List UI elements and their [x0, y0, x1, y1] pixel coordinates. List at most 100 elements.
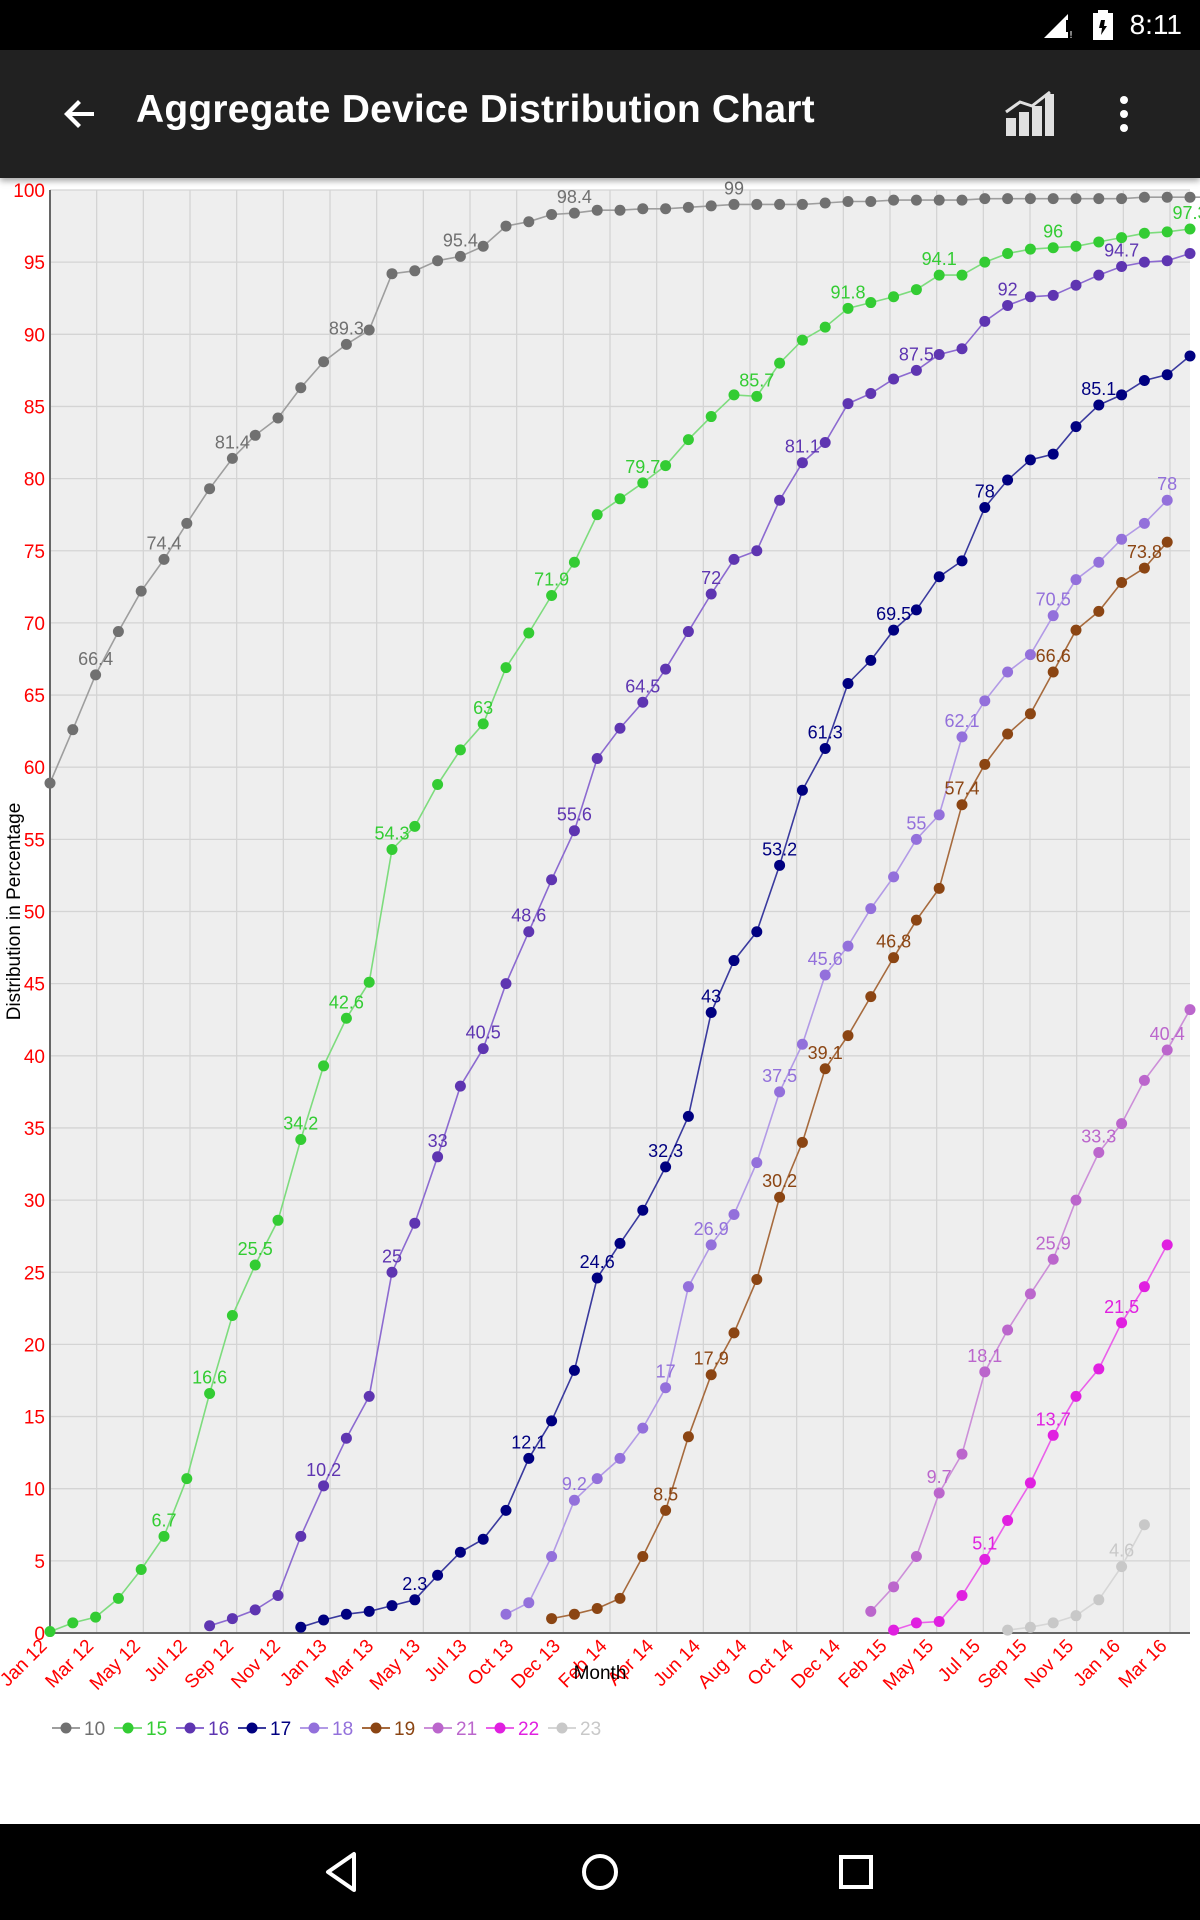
data-point-21 — [888, 1581, 900, 1593]
data-point-16 — [1070, 279, 1082, 291]
data-label-15: 79.7 — [625, 457, 660, 477]
chart-area: 0 5 10 15 20 25 30 35 40 45 50 55 60 65 70 75 80 85 90 95 10… — [0, 178, 1200, 1824]
data-point-15 — [1047, 242, 1059, 254]
data-label-19: 46.8 — [876, 932, 911, 952]
legend-label-17: 17 — [270, 1719, 291, 1740]
data-point-10 — [819, 197, 831, 209]
data-point-10 — [1002, 193, 1014, 205]
data-point-17 — [432, 1569, 444, 1581]
legend-marker-23 — [556, 1722, 568, 1734]
data-point-17 — [1024, 454, 1036, 466]
data-point-17 — [842, 678, 854, 690]
data-point-18 — [888, 871, 900, 883]
y-tick-label: 30 — [24, 1191, 45, 1212]
data-point-10 — [796, 198, 808, 210]
data-point-18 — [819, 969, 831, 981]
data-point-17 — [363, 1605, 375, 1617]
data-point-10 — [477, 240, 489, 252]
recents-square-icon[interactable] — [832, 1848, 880, 1896]
legend-label-23: 23 — [580, 1719, 601, 1740]
legend-label-18: 18 — [332, 1719, 353, 1740]
data-point-15 — [910, 284, 922, 296]
data-label-18: 70.5 — [1036, 590, 1071, 610]
data-point-22 — [1116, 1317, 1128, 1329]
back-arrow-icon[interactable] — [56, 90, 104, 138]
data-point-10 — [295, 382, 307, 394]
bar-chart-icon[interactable] — [1004, 90, 1056, 138]
data-point-22 — [956, 1589, 968, 1601]
data-point-16 — [751, 545, 763, 557]
legend-marker-17 — [246, 1722, 258, 1734]
data-point-18 — [1024, 649, 1036, 661]
data-point-21 — [1047, 1253, 1059, 1265]
data-point-19 — [819, 1063, 831, 1075]
data-label-16: 87.5 — [899, 344, 934, 364]
data-point-21 — [1024, 1288, 1036, 1300]
data-point-10 — [774, 198, 786, 210]
data-point-18 — [751, 1157, 763, 1169]
data-label-16: 48.6 — [511, 906, 546, 926]
data-point-10 — [682, 201, 694, 213]
data-point-15 — [90, 1611, 102, 1623]
data-point-10 — [1093, 193, 1105, 205]
x-tick-label: Aug 14 — [694, 1635, 752, 1693]
data-point-15 — [454, 744, 466, 756]
data-point-21 — [1002, 1324, 1014, 1336]
data-point-18 — [1093, 556, 1105, 568]
data-point-10 — [956, 194, 968, 206]
data-point-10 — [318, 356, 330, 368]
x-tick-label: Jan 13 — [276, 1636, 331, 1691]
data-point-23 — [1047, 1617, 1059, 1629]
data-label-19: 17.9 — [694, 1349, 729, 1369]
data-point-10 — [728, 198, 740, 210]
data-point-17 — [568, 1364, 580, 1376]
data-label-23: 4.6 — [1109, 1541, 1134, 1561]
data-point-21 — [1093, 1146, 1105, 1158]
data-label-19: 66.6 — [1036, 646, 1071, 666]
data-point-16 — [819, 437, 831, 449]
data-point-18 — [1116, 533, 1128, 545]
data-point-17 — [1047, 448, 1059, 460]
data-point-16 — [591, 753, 603, 765]
x-tick-label: Jan 16 — [1070, 1636, 1125, 1691]
data-point-19 — [1093, 605, 1105, 617]
data-point-10 — [865, 196, 877, 208]
data-point-17 — [728, 955, 740, 967]
data-point-16 — [888, 373, 900, 385]
data-point-15 — [249, 1259, 261, 1271]
data-label-16: 33 — [428, 1131, 448, 1151]
y-tick-label: 20 — [24, 1335, 45, 1356]
back-triangle-icon[interactable] — [320, 1848, 368, 1896]
data-label-17: 24.6 — [580, 1252, 615, 1272]
y-tick-label: 25 — [24, 1263, 45, 1284]
data-point-17 — [318, 1614, 330, 1626]
y-tick-label: 0 — [34, 1624, 45, 1645]
data-point-15 — [819, 321, 831, 333]
data-point-16 — [340, 1432, 352, 1444]
data-point-10 — [568, 207, 580, 219]
data-point-15 — [865, 297, 877, 309]
data-point-15 — [979, 256, 991, 268]
y-tick-label: 75 — [24, 542, 45, 563]
data-point-10 — [363, 324, 375, 336]
data-point-21 — [1184, 1004, 1196, 1016]
data-point-16 — [956, 343, 968, 355]
data-label-10: 66.4 — [78, 649, 113, 669]
home-circle-icon[interactable] — [576, 1848, 624, 1896]
data-point-19 — [888, 952, 900, 964]
data-point-18 — [705, 1239, 717, 1251]
data-point-16 — [1161, 255, 1173, 267]
data-point-17 — [477, 1533, 489, 1545]
data-label-15: 54.3 — [374, 823, 409, 843]
more-vert-icon[interactable] — [1108, 90, 1140, 138]
data-point-18 — [1047, 610, 1059, 622]
y-tick-label: 60 — [24, 758, 45, 779]
data-label-16: 64.5 — [625, 676, 660, 696]
data-label-19: 73.8 — [1127, 542, 1162, 562]
data-point-15 — [523, 627, 535, 639]
data-point-22 — [1024, 1477, 1036, 1489]
data-point-16 — [660, 663, 672, 675]
data-point-18 — [1070, 574, 1082, 586]
data-label-17: 61.3 — [808, 722, 843, 742]
data-point-21 — [865, 1605, 877, 1617]
